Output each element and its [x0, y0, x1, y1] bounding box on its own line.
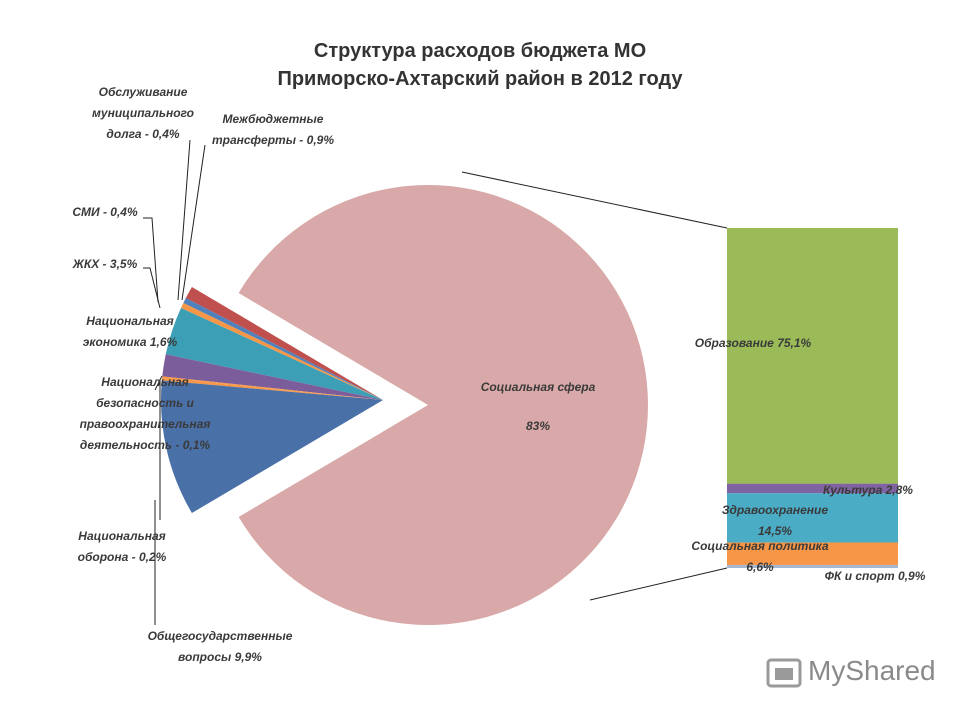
data-label: ФК и спорт 0,9%: [820, 566, 930, 587]
label-name: СМИ -: [72, 205, 107, 219]
data-label: Межбюджетные трансферты - 0,9%: [193, 109, 353, 151]
label-name: Национальная безопасность и правоохранит…: [79, 375, 211, 452]
connector-line: [461, 171, 728, 229]
leader-line: [143, 217, 159, 303]
leader-line: [181, 144, 206, 301]
label-value: 0,9%: [898, 569, 926, 583]
label-name: Обслуживание муниципального долга -: [92, 85, 194, 141]
watermark: MyShared: [808, 655, 936, 686]
label-value: 9,9%: [234, 650, 262, 664]
data-label: Обслуживание муниципального долга - 0,4%: [76, 82, 211, 145]
label-name: Общегосударственные вопросы: [147, 629, 293, 664]
bar-segment: [727, 542, 898, 565]
pie-slice: [180, 302, 383, 400]
data-label: Социальная сфера 83%: [473, 377, 603, 437]
bar-segment: [727, 228, 898, 484]
chart-title: Структура расходов бюджета МО: [313, 40, 647, 62]
label-value: 0,9%: [306, 133, 334, 147]
label-value: 0,4%: [152, 127, 180, 141]
data-label: СМИ - 0,4%: [60, 202, 150, 223]
label-value: 1,6%: [149, 335, 178, 349]
label-name: Межбюджетные трансферты -: [211, 112, 324, 147]
label-name: ЖКХ -: [72, 257, 107, 271]
label-name: Национальная оборона -: [77, 529, 166, 564]
pie-slice: [161, 377, 383, 400]
label-name: Образование: [694, 336, 774, 350]
bar-segment: [727, 493, 898, 543]
data-label: Общегосударственные вопросы 9,9%: [135, 626, 305, 668]
label-value: 14,5%: [757, 524, 793, 538]
label-value: 0,2%: [139, 550, 167, 564]
data-label: Национальная безопасность и правоохранит…: [63, 372, 228, 456]
label-name: Социальная сфера: [480, 380, 596, 394]
data-label: Социальная политика 6,6%: [680, 536, 840, 578]
label-value: 83%: [525, 419, 551, 433]
bar-segment: [727, 564, 898, 568]
logo-icon: [766, 658, 802, 688]
label-name: ФК и спорт: [824, 569, 895, 583]
pie-slice: [185, 286, 383, 400]
label-value: 6,6%: [746, 560, 774, 574]
data-label: Здравоохранение 14,5%: [710, 500, 840, 542]
logo-inner: [775, 668, 793, 680]
leader-line: [143, 267, 161, 309]
data-label: Национальная экономика 1,6%: [70, 311, 190, 353]
label-name: Национальная экономика: [82, 314, 174, 349]
label-value: 2,8%: [885, 483, 913, 497]
data-label: Культура 2,8%: [813, 480, 923, 501]
leader-line: [154, 375, 163, 391]
label-value: 0,1%: [182, 438, 211, 452]
label-name: Социальная политика: [691, 539, 829, 553]
label-name: Культура: [823, 483, 883, 497]
pie-slice: [162, 376, 383, 400]
chart-subtitle: Приморско-Ахтарский район в 2012 году: [277, 68, 683, 90]
data-label: ЖКХ - 3,5%: [60, 254, 150, 275]
leader-line: [177, 139, 191, 301]
data-label: Национальная оборона - 0,2%: [62, 526, 182, 568]
connector-line: [589, 567, 728, 601]
label-value: 75,1%: [777, 336, 812, 350]
pie-slice: [238, 184, 648, 625]
pie-slice: [161, 380, 383, 514]
pie-slice: [162, 354, 383, 400]
bar-segment: [727, 483, 898, 494]
logo-frame: [766, 658, 802, 688]
label-value: 0,4%: [110, 205, 138, 219]
leader-lines: [143, 139, 728, 625]
label-name: Здравоохранение: [721, 503, 829, 517]
label-value: 3,5%: [109, 257, 138, 271]
pie-slice: [165, 308, 383, 400]
pie-slice: [183, 297, 383, 400]
data-label: Образование 75,1%: [678, 333, 828, 354]
